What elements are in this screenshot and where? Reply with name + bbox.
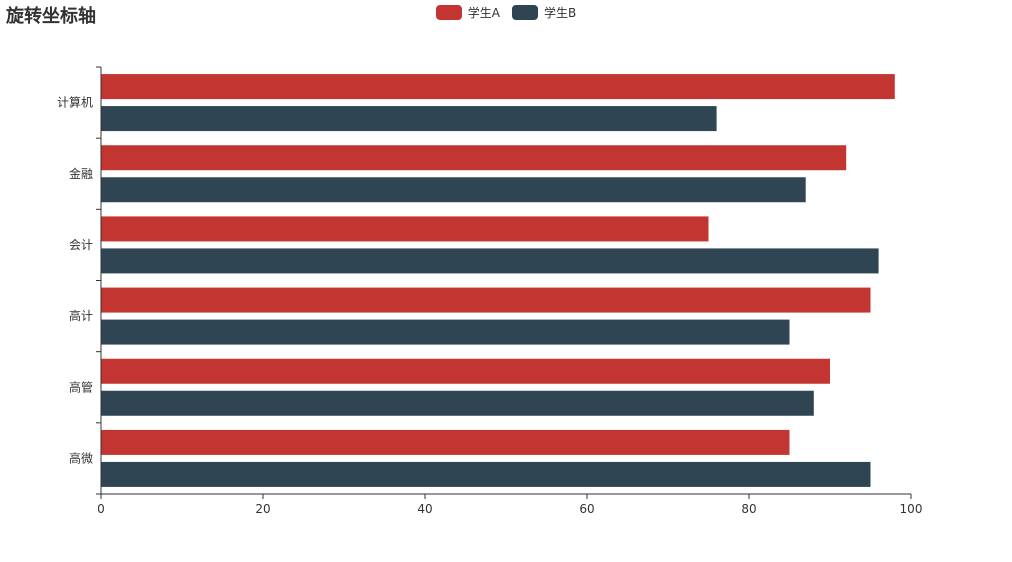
y-tick-label: 高微	[69, 450, 93, 465]
legend-swatch-series-b	[511, 5, 538, 20]
x-tick-label: 80	[741, 502, 756, 516]
bar-b-4[interactable]	[101, 390, 814, 416]
legend-label-series-b: 学生B	[543, 6, 577, 20]
chart-title: 旋转坐标轴	[6, 6, 96, 27]
legend-label-series-a: 学生A	[467, 6, 500, 20]
bar-a-5[interactable]	[101, 429, 790, 455]
y-tick-label: 高计	[69, 308, 93, 323]
legend-swatch-series-a	[435, 5, 462, 20]
y-tick-label: 金融	[69, 166, 93, 181]
bar-a-0[interactable]	[101, 74, 895, 100]
x-tick-label: 60	[579, 502, 594, 516]
legend: 学生A 学生B	[0, 4, 1012, 21]
x-tick-label: 0	[97, 502, 105, 516]
bar-a-1[interactable]	[101, 145, 847, 171]
x-tick-label: 40	[417, 502, 432, 516]
bar-b-0[interactable]	[101, 106, 717, 132]
bar-a-2[interactable]	[101, 216, 709, 242]
y-tick-label: 高管	[69, 379, 93, 394]
bar-b-5[interactable]	[101, 461, 871, 487]
y-tick-label: 计算机	[57, 95, 93, 110]
y-tick-label: 会计	[69, 238, 93, 252]
bar-b-3[interactable]	[101, 319, 790, 345]
bar-a-3[interactable]	[101, 287, 871, 313]
legend-item-series-b[interactable]: 学生B	[511, 4, 577, 21]
legend-item-series-a[interactable]: 学生A	[435, 4, 500, 21]
bar-a-4[interactable]	[101, 358, 830, 384]
x-tick-label: 20	[255, 502, 270, 516]
bar-b-2[interactable]	[101, 248, 879, 274]
bar-b-1[interactable]	[101, 177, 806, 203]
x-tick-label: 100	[900, 502, 923, 516]
